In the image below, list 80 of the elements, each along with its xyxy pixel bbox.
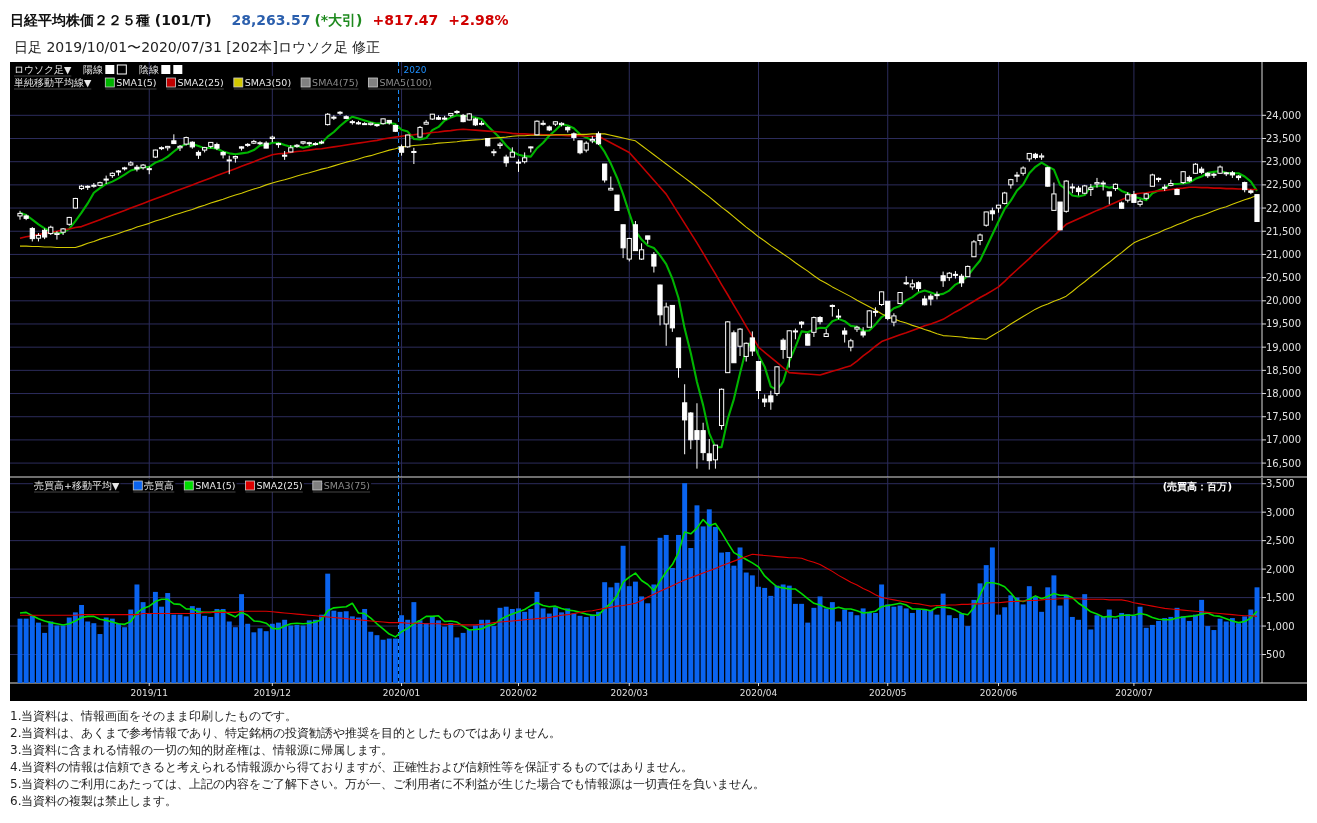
text: +2.98% [448,12,509,28]
x-tick-label: 2020/01 [382,688,421,698]
candlestick [934,291,940,300]
y-tick-label: 2,000 [1266,563,1295,575]
y-tick-label: 1,500 [1266,592,1295,604]
candlestick [171,133,177,145]
y-tick-label: 19,000 [1266,341,1301,353]
y-tick-label: 24,000 [1266,109,1301,121]
legend-label: SMA2(25) [256,480,303,491]
candlestick [411,147,417,165]
y-tick-label: 17,000 [1266,434,1301,446]
text: 3.当資料に含まれる情報の一切の知的財産権は、情報源に帰属します。 [10,743,394,757]
legend-title: 単純移動平均線▼ [14,77,92,88]
y-tick-label: 18,000 [1266,388,1301,400]
legend-label: 売買高 [144,480,175,491]
line-series [19,128,1258,376]
text: 4.当資料の情報は信頼できると考えられる情報源から得ておりますが、正確性および信頼性等を保証するものではありません。 [10,760,694,774]
x-tick-label: 2020/06 [979,688,1018,698]
line-series [19,553,1258,626]
y-tick-label: 2,500 [1266,535,1295,547]
y-tick-label: 500 [1266,649,1286,661]
candlestick [294,143,300,149]
y-tick-label: 20,500 [1266,272,1301,284]
candlestick [602,163,608,184]
y-tick-label: 20,000 [1266,295,1301,307]
candlestick [226,155,232,175]
candlestick [491,148,497,157]
y-tick-label: 18,500 [1266,364,1301,376]
candlestick [177,144,183,152]
candlestick [1014,171,1020,183]
legend-label: SMA3(50) [244,77,292,88]
annotation: 陽線 [83,64,104,75]
legend-label: SMA1(5) [116,77,157,88]
text: 5.当資料のご利用にあたっては、上記の内容をご了解下さい。万が一、ご利用者に不利益が生じた場合でも情報源は一切責任を負いません。 [10,777,766,791]
text: 6.当資料の複製は禁止します。 [10,794,178,808]
ref-line-label: 2020 [403,65,427,75]
candlestick [337,110,343,116]
y-axis-title: (売買高：百万) [1162,481,1232,492]
candlestick [571,131,577,142]
y-tick-label: 3,500 [1266,478,1295,490]
x-tick-label: 2020/04 [739,688,778,698]
x-tick-label: 2019/12 [253,688,292,698]
candlestick [860,326,866,338]
y-tick-label: 16,500 [1266,457,1301,469]
x-tick-label: 2019/11 [130,688,168,698]
legend-label: SMA2(25) [177,77,224,88]
y-tick-label: 3,000 [1266,506,1295,518]
y-tick-label: 22,500 [1266,179,1301,191]
annotation: ロウソク足▼ [14,64,72,75]
annotation: 陰線 [139,64,160,75]
text: 1.当資料は、情報画面をそのまま印刷したものです。 [10,709,298,723]
candlestick [220,150,226,159]
y-tick-label: 1,000 [1266,620,1295,632]
line-series [19,518,1258,638]
y-tick-label: 21,000 [1266,248,1301,260]
candlestick [454,109,460,115]
text: +817.47 [372,12,439,28]
candlestick [497,141,503,150]
candlestick [854,325,860,333]
x-tick-label: 2020/05 [869,688,907,698]
text: 2.当資料は、あくまで参考情報であり、特定銘柄の投資勧誘や推奨を目的としたものではありません。 [10,726,562,740]
text: (*大引) [314,12,363,28]
y-tick-label: 19,500 [1266,318,1301,330]
text: 28,263.57 [231,12,311,28]
x-tick-label: 2020/07 [1115,688,1153,698]
x-tick-label: 2020/02 [499,688,538,698]
legend-title: 売買高+移動平均▼ [34,480,120,491]
annotation: SMA5(100) [379,77,432,88]
y-tick-label: 23,000 [1266,156,1301,168]
annotation: SMA4(75) [312,77,359,88]
x-tick-label: 2020/03 [610,688,648,698]
y-tick-label: 22,000 [1266,202,1301,214]
annotation: SMA3(75) [323,480,371,491]
y-tick-label: 23,500 [1266,133,1301,145]
chart-subtitle: 日足 2019/10/01〜2020/07/31 [202本]ロウソク足 修正 [14,39,381,55]
y-tick-label: 21,500 [1266,225,1301,237]
chart-title: 日経平均株価２２５種 (101/T) [10,12,212,28]
legend-label: SMA1(5) [195,480,236,491]
y-tick-label: 17,500 [1266,411,1301,423]
candlestick [651,251,657,274]
